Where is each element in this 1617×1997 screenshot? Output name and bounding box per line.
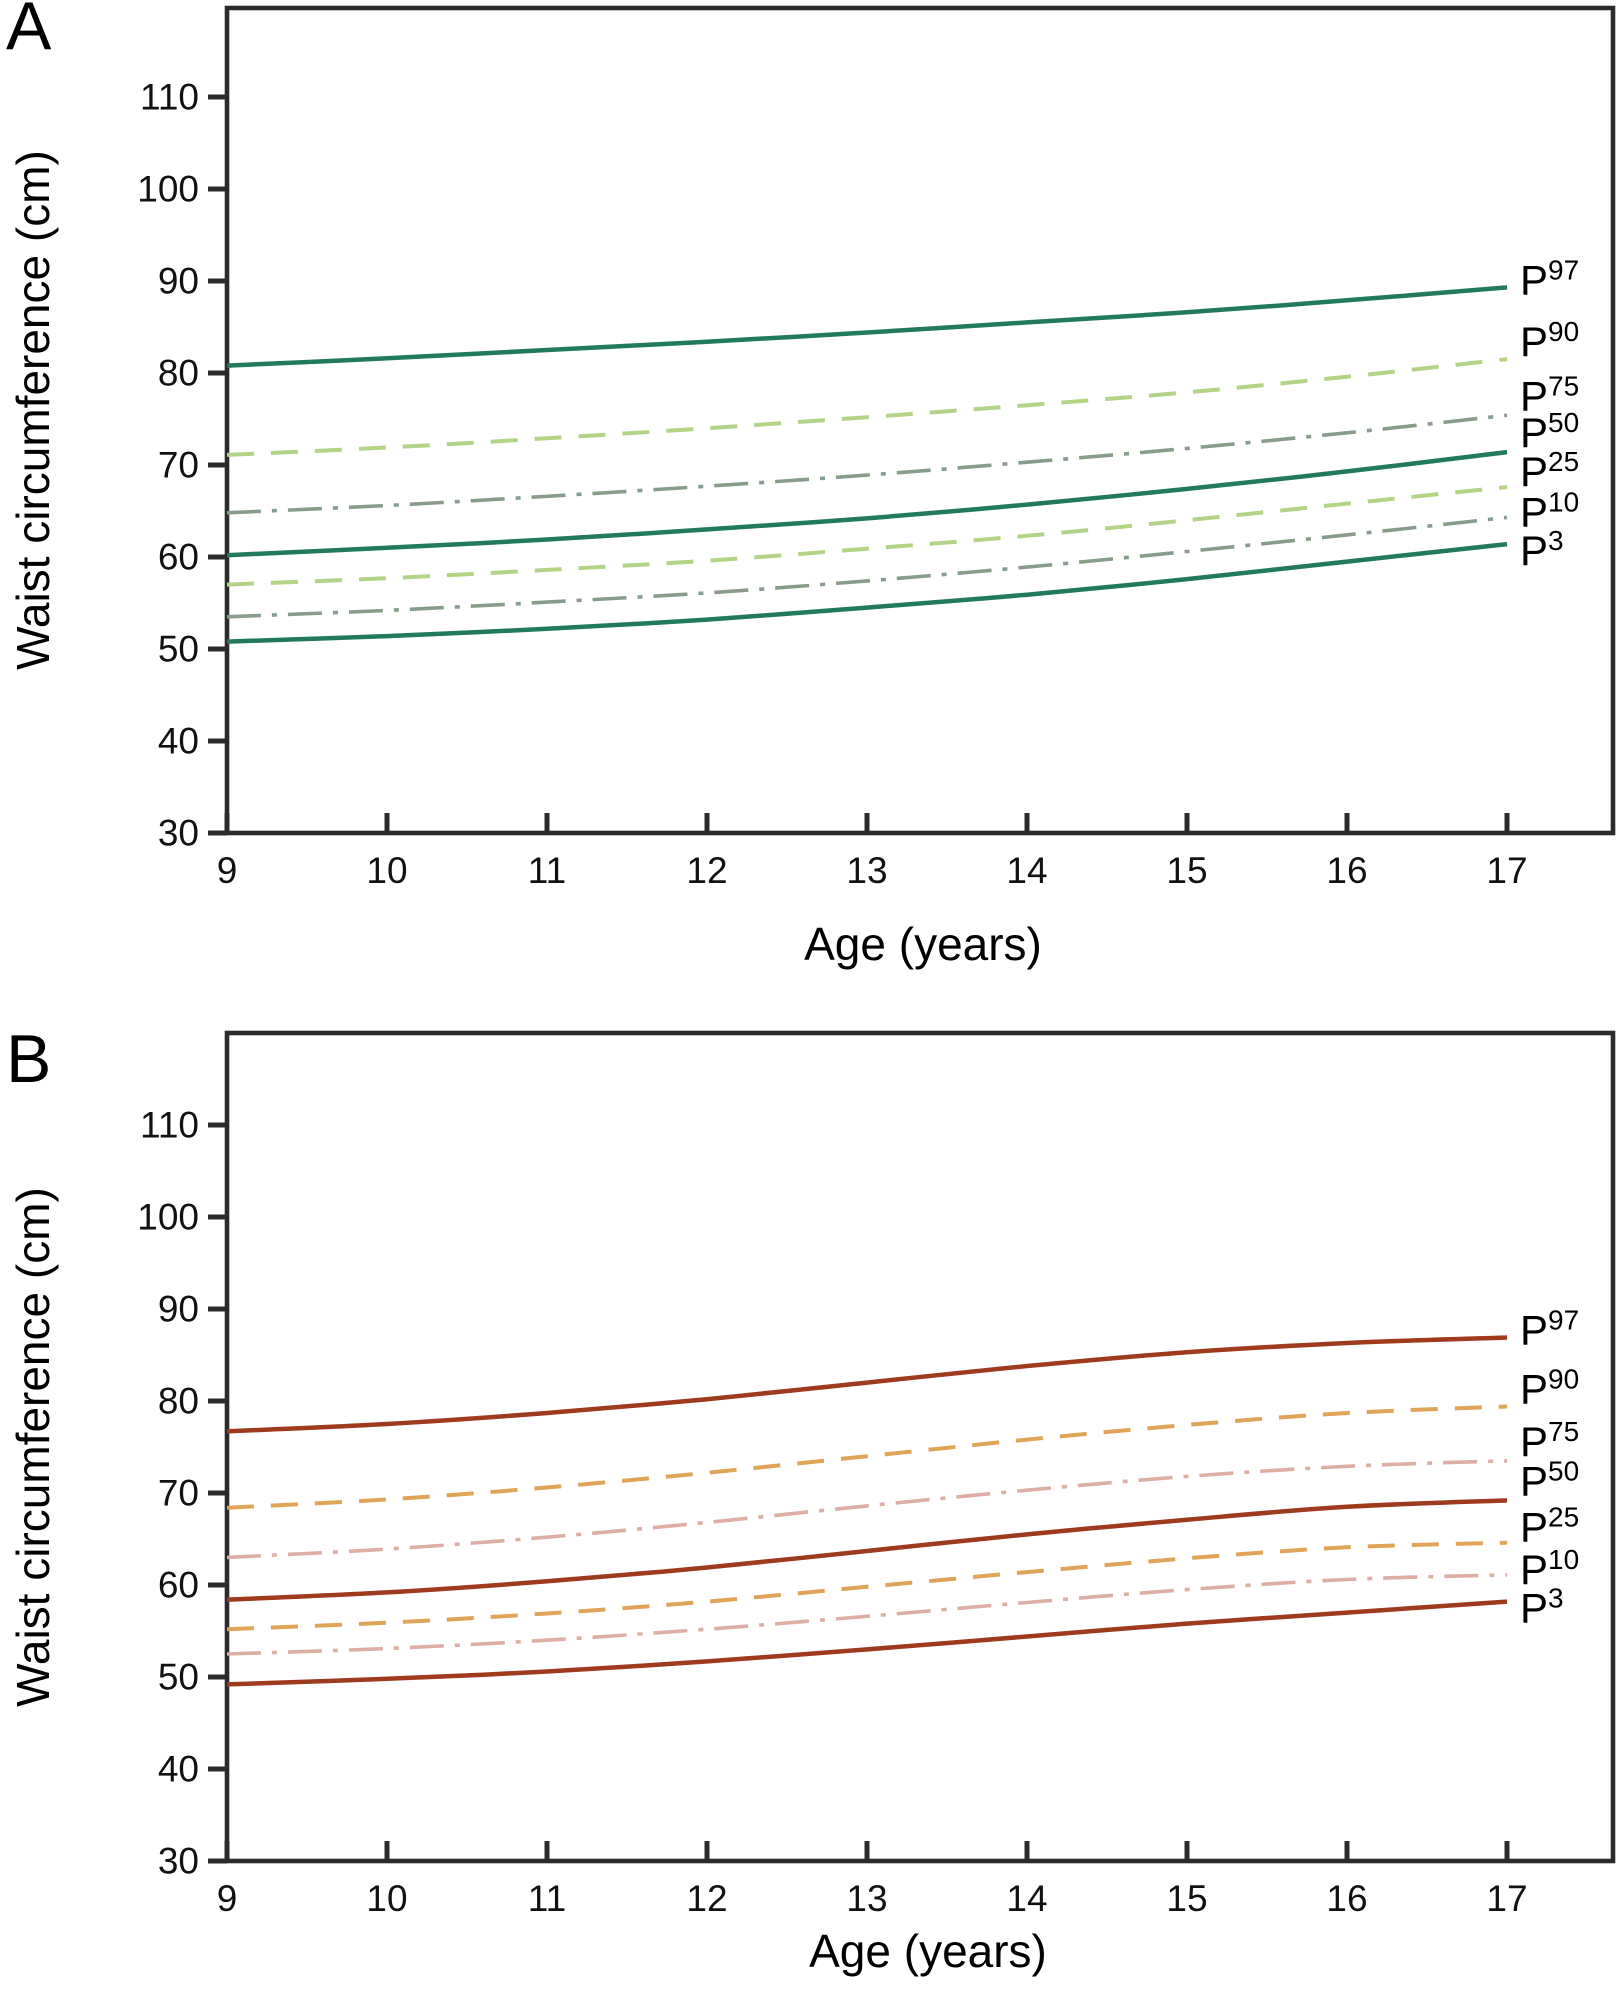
panel-a-series-p50 bbox=[226, 449, 1508, 558]
panel-a-series-label-p90: P90 bbox=[1520, 316, 1579, 365]
panel-a-y-tick-label: 70 bbox=[158, 445, 199, 486]
panel-a-x-tick-label: 13 bbox=[846, 850, 887, 891]
panel-b-series-label-p90: P90 bbox=[1520, 1364, 1579, 1413]
panel-b-y-tick-label: 110 bbox=[140, 1105, 199, 1146]
panel-b-series-label-p50: P50 bbox=[1520, 1455, 1579, 1504]
panel-a-series-label-p3: P3 bbox=[1520, 525, 1564, 574]
panel-a-y-tick-label: 60 bbox=[158, 537, 199, 578]
panel-a-series-p97 bbox=[226, 285, 1508, 368]
panel-a-x-tick-label: 16 bbox=[1326, 850, 1367, 891]
panel-a-x-tick-label: 15 bbox=[1166, 850, 1207, 891]
panel-b-x-tick-label: 9 bbox=[217, 1878, 238, 1919]
panel-a-y-tick-label: 30 bbox=[158, 813, 199, 854]
panel-a-series-p10 bbox=[226, 515, 1508, 619]
panel-a-y-tick-label: 40 bbox=[158, 721, 199, 762]
panel-b-x-tick-label: 16 bbox=[1326, 1878, 1367, 1919]
panel-b-y-tick-label: 60 bbox=[158, 1565, 199, 1606]
panel-a-x-axis-title: Age (years) bbox=[804, 918, 1042, 970]
panel-b-x-tick-label: 11 bbox=[528, 1878, 566, 1919]
panel-b-x-tick-label: 13 bbox=[846, 1878, 887, 1919]
panel-a-y-tick-label: 110 bbox=[140, 77, 199, 118]
panel-b-series-p90 bbox=[226, 1404, 1508, 1510]
panel-b-y-tick-label: 30 bbox=[158, 1841, 199, 1882]
panel-b-x-tick-label: 10 bbox=[366, 1878, 407, 1919]
panel-b-y-tick-label: 40 bbox=[158, 1749, 199, 1790]
panel-a-series-p25 bbox=[226, 485, 1508, 587]
panel-a-y-tick-label: 80 bbox=[158, 353, 199, 394]
panel-b-series-p3 bbox=[226, 1599, 1508, 1687]
panel-a-y-tick-label: 50 bbox=[158, 629, 199, 670]
panel-b-frame bbox=[224, 1030, 1616, 1864]
panel-b-x-axis-title: Age (years) bbox=[809, 1925, 1047, 1977]
panel-a-x-tick-label: 11 bbox=[528, 850, 566, 891]
panel-b-x-tick-label: 14 bbox=[1006, 1878, 1047, 1919]
panel-b-y-tick-label: 100 bbox=[137, 1197, 199, 1238]
panel-a-x-tick-label: 17 bbox=[1486, 850, 1527, 891]
panel-b-series-p97 bbox=[226, 1335, 1508, 1434]
panel-b-series-p25 bbox=[226, 1540, 1508, 1632]
panel-a-series-p90 bbox=[226, 357, 1508, 457]
panel-a-x-tick-label: 12 bbox=[686, 850, 727, 891]
panel-b-x-tick-label: 17 bbox=[1486, 1878, 1527, 1919]
panel-b-y-tick-label: 80 bbox=[158, 1381, 199, 1422]
panel-b-x-tick-label: 12 bbox=[686, 1878, 727, 1919]
panel-b-x-tick-label: 15 bbox=[1166, 1878, 1207, 1919]
panel-b-series-label-p3: P3 bbox=[1520, 1583, 1564, 1632]
panel-b-series-p10 bbox=[226, 1573, 1508, 1656]
panel-b-plot: 30 40 50 60 70 80 90 100 110 9 10 11 12 13 14 15 16 17 P97… bbox=[137, 1030, 1616, 1919]
panel-b-series-p75 bbox=[226, 1459, 1508, 1560]
panel-a-y-tick-label: 90 bbox=[158, 261, 199, 302]
panel-a-label: A bbox=[6, 0, 52, 64]
panel-a-x-tick-label: 14 bbox=[1006, 850, 1047, 891]
panel-a-x-tick-label: 10 bbox=[366, 850, 407, 891]
panel-b-y-tick-label: 90 bbox=[158, 1289, 199, 1330]
panel-b-series-label-p97: P97 bbox=[1520, 1305, 1579, 1354]
panel-b-y-tick-label: 70 bbox=[158, 1473, 199, 1514]
panel-a-y-tick-label: 100 bbox=[137, 169, 199, 210]
panel-a-frame bbox=[224, 5, 1616, 836]
panel-b-series-p50 bbox=[226, 1498, 1508, 1602]
panel-b-label: B bbox=[6, 1021, 52, 1097]
panel-a-x-tick-label: 9 bbox=[217, 850, 238, 891]
panel-a-series-label-p97: P97 bbox=[1520, 254, 1579, 303]
panel-a-series-p3 bbox=[226, 541, 1508, 644]
panel-a-series-p75 bbox=[226, 413, 1508, 515]
panel-b-y-tick-label: 50 bbox=[158, 1657, 199, 1698]
panel-a-plot: 30 40 50 60 70 80 90 100 110 9 10 11 12 13 14 15 16 17 P97… bbox=[137, 5, 1616, 891]
